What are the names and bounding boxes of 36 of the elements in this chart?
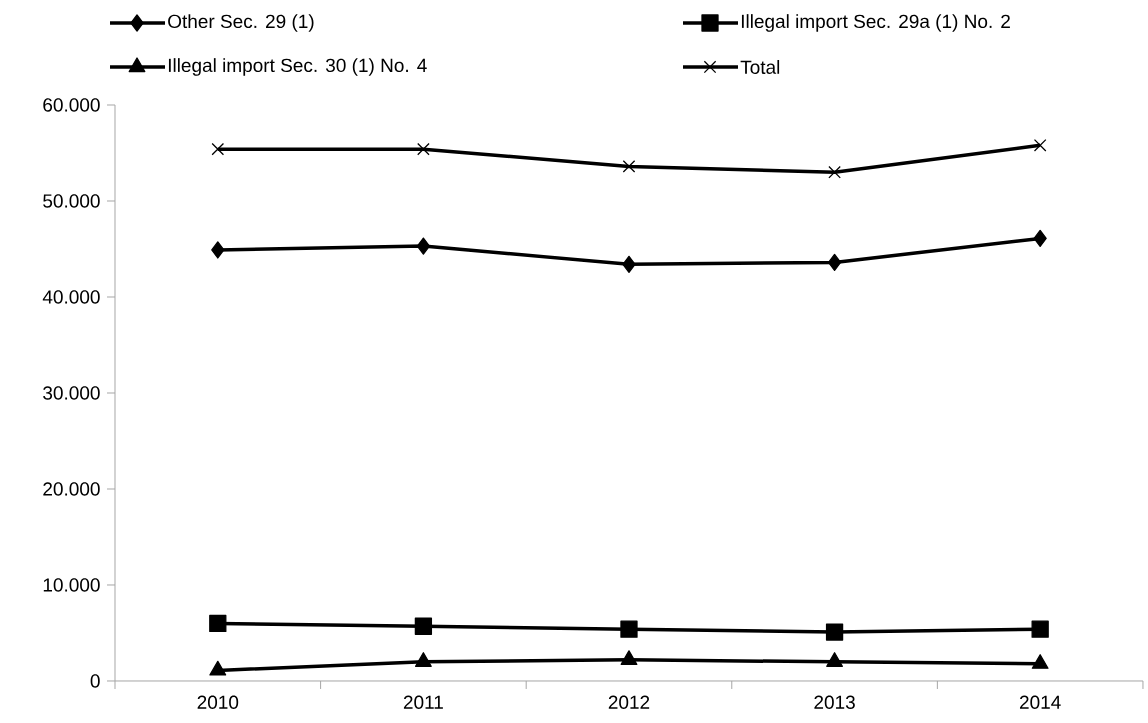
y-tick-label: 20.000 — [43, 482, 100, 496]
point — [620, 650, 638, 666]
x-tick-label: 2011 — [403, 695, 443, 709]
y-tick-label: 50.000 — [43, 194, 100, 208]
point — [828, 165, 841, 179]
x-tick-label: 2010 — [197, 695, 239, 709]
point — [826, 652, 844, 667]
point — [209, 660, 227, 676]
point — [414, 652, 432, 667]
point — [417, 142, 430, 156]
point — [414, 617, 433, 635]
point — [1033, 229, 1047, 248]
point — [416, 237, 431, 255]
legend-label: Total — [740, 60, 780, 74]
point — [1031, 620, 1049, 638]
point — [825, 623, 844, 641]
point — [827, 253, 842, 272]
point — [209, 614, 227, 633]
point — [620, 620, 638, 638]
legend-label: Illegal import Sec. 30 (1) No. 4 — [168, 58, 427, 76]
legend-label: Illegal import Sec. 29a (1) No. 2 — [741, 14, 1010, 32]
y-tick-label: 40.000 — [42, 290, 100, 304]
y-tick-label: 0 — [90, 674, 100, 688]
x-tick-label: 2014 — [1019, 695, 1061, 709]
point — [1031, 654, 1049, 669]
y-tick-label: 60.000 — [43, 98, 100, 112]
point — [211, 142, 225, 156]
x-tick-label: 2013 — [814, 695, 855, 709]
point — [622, 255, 636, 273]
y-tick-label: 10.000 — [43, 578, 100, 592]
legend-label: Other Sec. 29 (1) — [168, 14, 314, 32]
x-tick-label: 2012 — [608, 695, 650, 709]
y-tick-label: 30.000 — [43, 386, 100, 400]
point — [211, 241, 225, 259]
point — [622, 160, 636, 173]
point — [1033, 139, 1047, 152]
